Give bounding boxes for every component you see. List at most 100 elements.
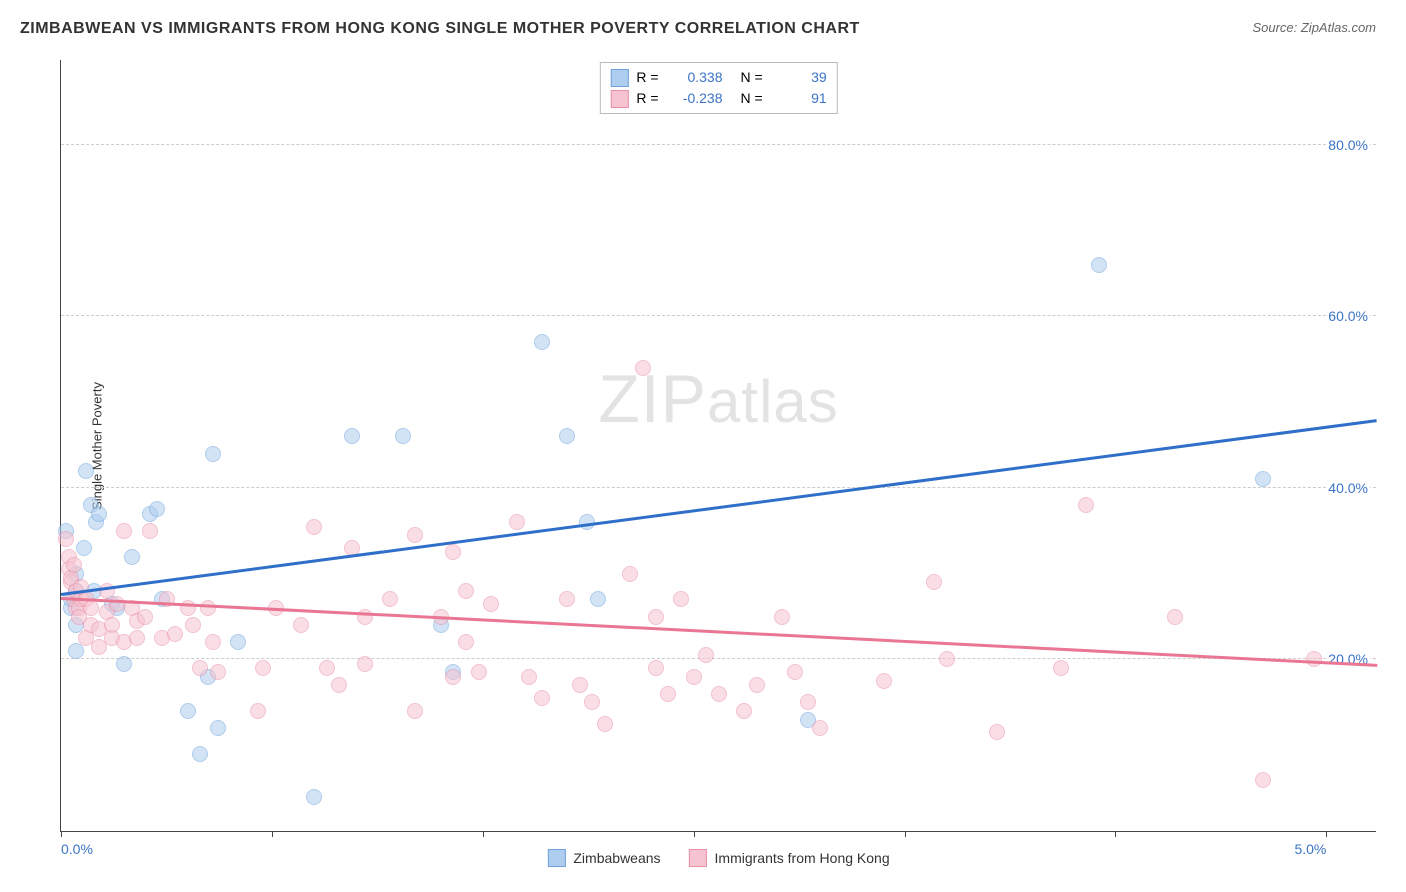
data-point (250, 703, 266, 719)
data-point (584, 694, 600, 710)
n-label: N = (741, 88, 763, 109)
x-tick (1115, 831, 1116, 837)
gridline-y (61, 658, 1376, 659)
data-point (395, 428, 411, 444)
data-point (344, 428, 360, 444)
x-tick (1326, 831, 1327, 837)
data-point (66, 557, 82, 573)
n-value: 39 (771, 67, 827, 88)
data-point (255, 660, 271, 676)
data-point (382, 591, 398, 607)
data-point (800, 694, 816, 710)
data-point (736, 703, 752, 719)
data-point (192, 746, 208, 762)
data-point (660, 686, 676, 702)
data-point (1091, 257, 1107, 273)
data-point (149, 501, 165, 517)
chart-title: ZIMBABWEAN VS IMMIGRANTS FROM HONG KONG … (20, 20, 860, 38)
data-point (509, 514, 525, 530)
data-point (698, 647, 714, 663)
x-tick (61, 831, 62, 837)
data-point (1053, 660, 1069, 676)
data-point (407, 703, 423, 719)
data-point (686, 669, 702, 685)
data-point (306, 519, 322, 535)
data-point (458, 583, 474, 599)
data-point (597, 716, 613, 732)
legend-swatch (689, 849, 707, 867)
data-point (572, 677, 588, 693)
y-tick-label: 60.0% (1326, 308, 1370, 324)
legend-item: Zimbabweans (547, 849, 660, 867)
data-point (180, 703, 196, 719)
data-point (648, 660, 664, 676)
data-point (109, 596, 125, 612)
legend-swatch (610, 90, 628, 108)
data-point (534, 334, 550, 350)
data-point (306, 789, 322, 805)
data-point (458, 634, 474, 650)
data-point (622, 566, 638, 582)
x-tick (272, 831, 273, 837)
data-point (989, 724, 1005, 740)
y-tick-label: 80.0% (1326, 137, 1370, 153)
data-point (331, 677, 347, 693)
data-point (534, 690, 550, 706)
plot-area: Single Mother Poverty ZIPatlas R = 0.338 N… (60, 60, 1376, 832)
data-point (445, 669, 461, 685)
data-point (939, 651, 955, 667)
r-label: R = (636, 88, 658, 109)
data-point (210, 720, 226, 736)
data-point (559, 428, 575, 444)
data-point (205, 446, 221, 462)
legend: Zimbabweans Immigrants from Hong Kong (547, 849, 889, 867)
data-point (926, 574, 942, 590)
r-value: 0.338 (667, 67, 723, 88)
data-point (192, 660, 208, 676)
data-point (876, 673, 892, 689)
data-point (200, 600, 216, 616)
legend-swatch (547, 849, 565, 867)
data-point (673, 591, 689, 607)
data-point (58, 531, 74, 547)
data-point (210, 664, 226, 680)
stats-row: R = -0.238 N = 91 (610, 88, 826, 109)
data-point (1078, 497, 1094, 513)
data-point (83, 600, 99, 616)
n-label: N = (741, 67, 763, 88)
stats-row: R =0.338N =39 (610, 67, 826, 88)
data-point (124, 549, 140, 565)
stats-legend-box: R = 0.338 N = 39R = -0.238 N = 91 (599, 62, 837, 114)
gridline-y (61, 487, 1376, 488)
data-point (293, 617, 309, 633)
data-point (137, 609, 153, 625)
n-value: 91 (771, 88, 827, 109)
data-point (774, 609, 790, 625)
r-value: -0.238 (667, 88, 723, 109)
data-point (648, 609, 664, 625)
data-point (787, 664, 803, 680)
data-point (319, 660, 335, 676)
legend-label: Immigrants from Hong Kong (715, 850, 890, 866)
watermark: ZIPatlas (598, 360, 839, 438)
data-point (142, 523, 158, 539)
data-point (407, 527, 423, 543)
gridline-y (61, 315, 1376, 316)
data-point (812, 720, 828, 736)
data-point (471, 664, 487, 680)
legend-swatch (610, 69, 628, 87)
data-point (749, 677, 765, 693)
data-point (129, 630, 145, 646)
data-point (116, 656, 132, 672)
data-point (116, 523, 132, 539)
source-label: Source: ZipAtlas.com (1252, 20, 1376, 35)
data-point (483, 596, 499, 612)
data-point (357, 656, 373, 672)
data-point (91, 506, 107, 522)
data-point (559, 591, 575, 607)
data-point (76, 540, 92, 556)
y-axis-label: Single Mother Poverty (89, 382, 104, 510)
x-tick (694, 831, 695, 837)
data-point (78, 463, 94, 479)
data-point (357, 609, 373, 625)
